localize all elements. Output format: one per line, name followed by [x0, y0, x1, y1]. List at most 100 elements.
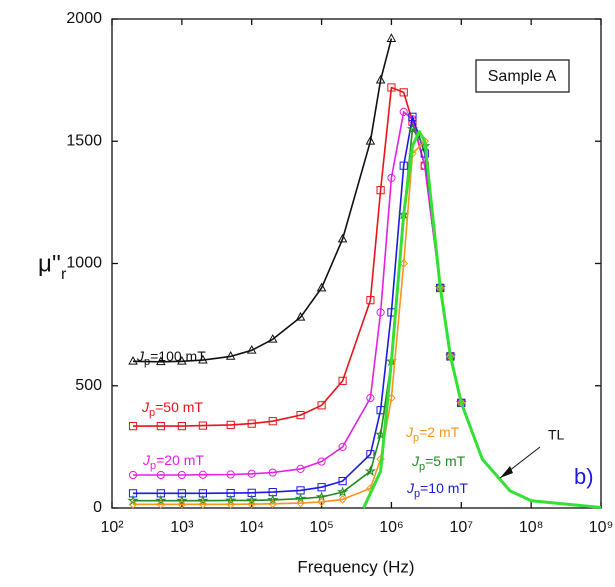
marker: [317, 457, 326, 466]
marker: [177, 500, 187, 509]
series-label: Jp=100 mT: [136, 348, 206, 368]
marker: [198, 470, 207, 479]
series-line: [132, 38, 393, 363]
marker: [268, 499, 278, 509]
marker: [225, 494, 237, 506]
marker: [366, 450, 375, 459]
marker: [317, 401, 326, 410]
marker: [296, 464, 305, 473]
marker: [364, 465, 377, 477]
marker: [225, 351, 236, 360]
series-line: [133, 140, 463, 506]
series-label: Jp=5 mT: [411, 453, 466, 473]
y-axis-label-subscript: r: [61, 266, 67, 283]
marker: [337, 233, 348, 243]
series-label: Jp=20 mT: [142, 452, 204, 472]
marker: [177, 421, 186, 431]
y-tick-label: 0: [93, 499, 102, 516]
marker: [375, 74, 386, 84]
marker: [128, 470, 138, 480]
marker: [156, 356, 166, 366]
marker: [338, 495, 347, 504]
marker: [387, 83, 396, 92]
marker: [296, 410, 305, 420]
marker: [226, 470, 235, 479]
marker: [316, 282, 327, 292]
y-tick-label: 500: [75, 377, 102, 394]
marker: [245, 494, 258, 506]
marker: [317, 483, 326, 492]
marker: [408, 112, 417, 121]
marker: [128, 355, 138, 365]
x-tick-label: 10⁹: [589, 519, 614, 536]
series-label: Jp=50 mT: [141, 399, 203, 419]
marker: [177, 355, 187, 365]
series-label: Jp=2 mT: [405, 424, 460, 444]
marker: [156, 421, 165, 431]
marker: [128, 421, 138, 431]
marker: [247, 419, 256, 428]
marker: [406, 123, 419, 134]
arrow-head: [500, 466, 513, 478]
annotation-box: [475, 59, 570, 93]
marker: [336, 486, 349, 497]
marker: [338, 376, 347, 385]
marker: [386, 33, 397, 42]
series-line: [133, 128, 463, 502]
marker: [128, 500, 138, 509]
marker: [399, 107, 408, 117]
marker: [176, 494, 188, 506]
marker: [247, 499, 257, 509]
marker: [156, 470, 165, 480]
x-tick-label: 10⁸: [519, 519, 544, 536]
series-line: [362, 130, 602, 509]
x-tick-label: 10⁷: [449, 519, 473, 536]
x-tick-label: 10⁶: [379, 519, 403, 536]
marker: [366, 296, 375, 305]
marker: [198, 354, 208, 364]
y-tick-label: 1500: [66, 132, 102, 149]
marker: [268, 417, 277, 426]
marker: [296, 498, 305, 508]
marker: [247, 469, 256, 478]
marker: [246, 344, 257, 354]
annotation: b): [574, 464, 594, 489]
marker: [399, 259, 409, 268]
marker: [376, 186, 385, 195]
marker: [197, 494, 209, 506]
x-tick-label: 10³: [170, 519, 194, 536]
marker: [387, 173, 396, 183]
marker: [266, 493, 279, 505]
marker: [268, 468, 277, 477]
marker: [198, 421, 207, 430]
marker: [376, 308, 385, 317]
marker: [267, 333, 278, 343]
marker: [155, 494, 167, 506]
marker: [365, 135, 376, 145]
series-label: TL: [548, 427, 565, 443]
y-tick-label: 1000: [66, 255, 102, 272]
series-line: [133, 111, 463, 476]
marker: [177, 470, 186, 480]
series-label: Jp=10 mT: [406, 480, 468, 500]
marker: [156, 500, 166, 509]
x-axis-label: Frequency (Hz): [297, 557, 414, 576]
marker: [198, 500, 208, 509]
marker: [226, 500, 235, 509]
marker: [294, 492, 307, 504]
marker: [399, 161, 408, 170]
marker: [226, 420, 235, 429]
y-tick-label: 2000: [66, 10, 102, 27]
annotation: Sample A: [488, 68, 557, 85]
marker: [127, 494, 139, 506]
marker: [338, 477, 347, 486]
x-tick-label: 10⁴: [239, 519, 264, 536]
marker: [366, 393, 375, 403]
marker: [317, 497, 326, 507]
x-tick-label: 10²: [100, 519, 124, 536]
marker: [295, 311, 306, 321]
y-axis-label: μ'': [38, 250, 61, 277]
marker: [338, 442, 347, 451]
marker: [399, 88, 408, 97]
